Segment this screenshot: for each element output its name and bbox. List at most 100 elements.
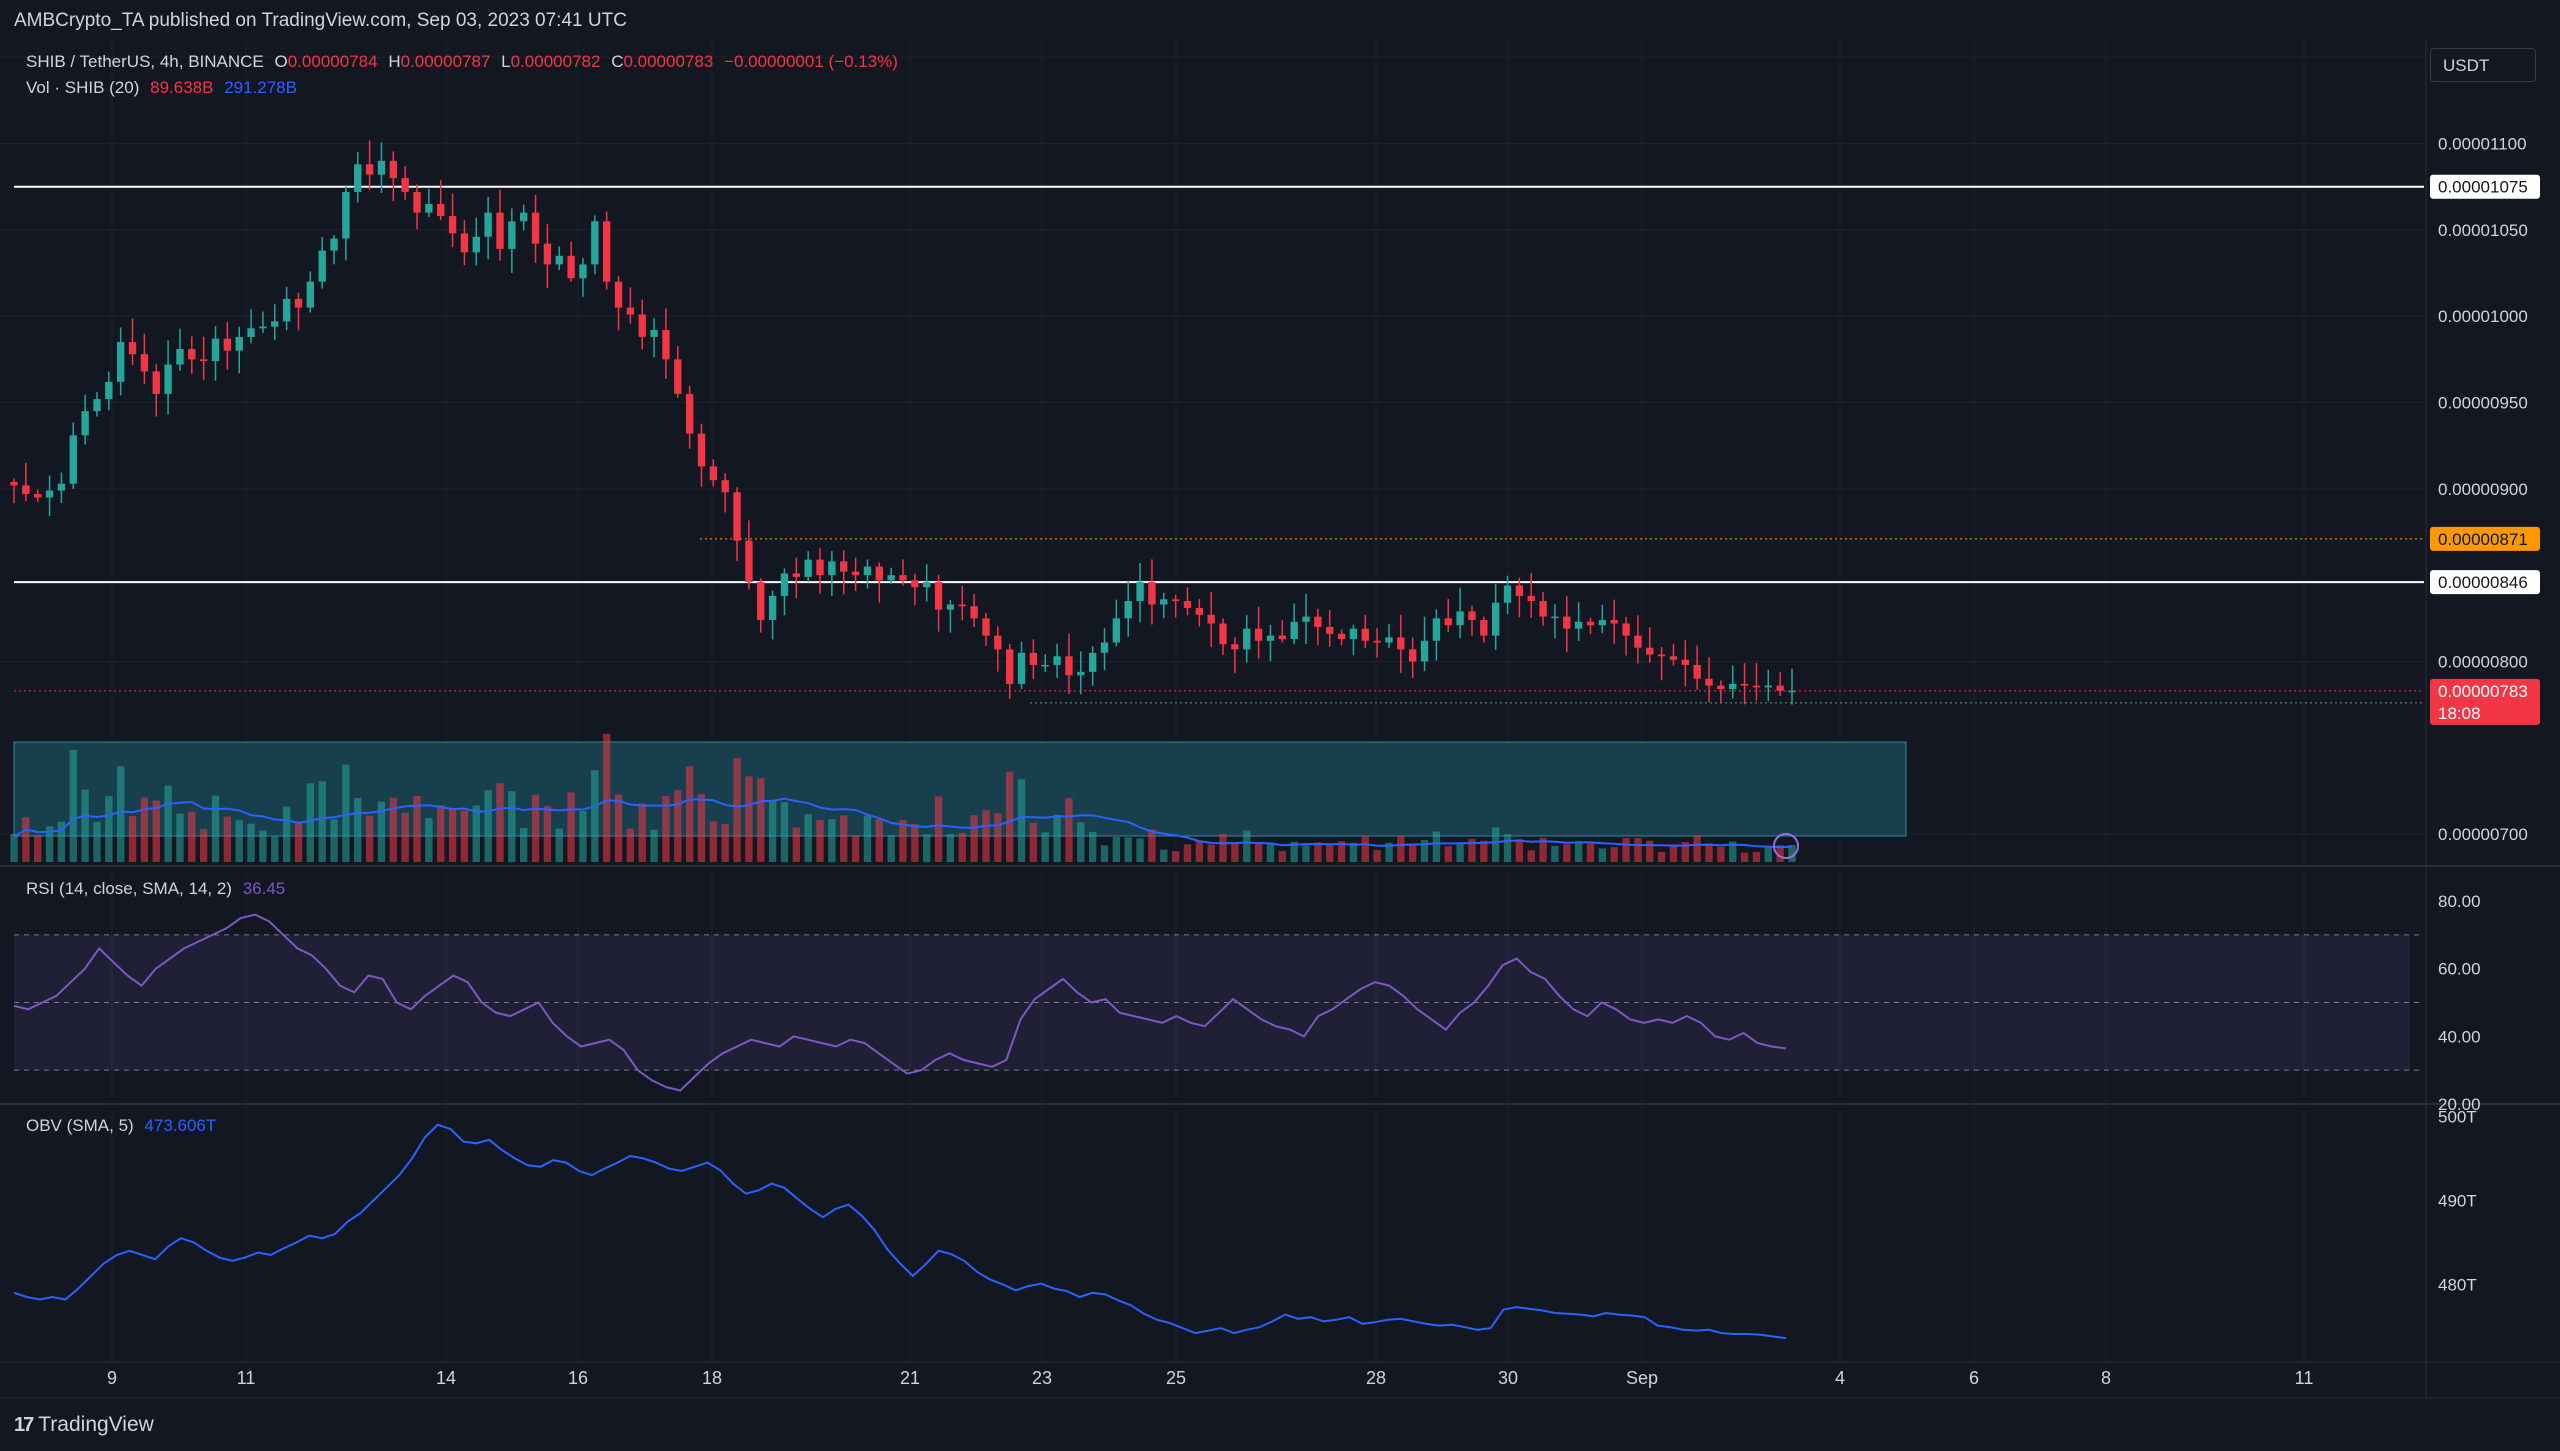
volume-bar [970,815,978,862]
published-text: AMBCrypto_TA published on TradingView.co… [14,10,627,31]
currency-button[interactable]: USDT [2430,48,2536,82]
rsi-line [13,913,1787,1092]
symbol-legend: SHIB / TetherUS, 4h, BINANCE O0.00000784… [26,52,904,72]
volume-bar [863,815,872,862]
volume-bar [247,823,255,862]
obv-label[interactable]: OBV (SMA, 5) [26,1116,134,1135]
time-axis-tick: 6 [1969,1368,1979,1388]
price-label-text: 0.00000871 [2438,530,2528,549]
candle-body [1551,616,1559,619]
volume-bar [1456,842,1464,862]
candle-body [247,328,255,337]
rsi-axis-tick: 80.00 [2438,892,2481,911]
volume-bar [1397,836,1405,862]
volume-bar [1136,838,1144,862]
time-axis-tick: 21 [900,1368,920,1388]
rsi-axis-tick: 40.00 [2438,1027,2481,1046]
ohlc-open: O0.00000784 [274,52,378,71]
volume-bar [994,813,1002,862]
candle-body [448,216,457,234]
volume-bar [211,795,220,862]
candle-body [614,281,623,308]
candle-body [1729,683,1737,690]
volume-bar [614,794,623,862]
candle-body [721,480,729,493]
candle-body [1029,652,1038,665]
volume-bar [496,783,504,862]
time-axis-tick: 8 [2101,1368,2111,1388]
rsi-legend: RSI (14, close, SMA, 14, 2) 36.45 [26,879,291,899]
time-axis-tick: 18 [702,1368,722,1388]
volume-bar [294,821,303,862]
candle-body [1041,664,1049,667]
volume-bar [1231,843,1239,862]
candle-body [1290,621,1298,640]
candle-body [57,483,66,491]
candle-body [804,559,812,577]
volume-bar [674,790,682,862]
symbol-name[interactable]: SHIB / TetherUS, 4h, BINANCE [26,52,264,71]
volume-bar [1183,844,1192,862]
candle-body [970,606,978,619]
rsi-label[interactable]: RSI (14, close, SMA, 14, 2) [26,879,232,898]
candle-body [1302,616,1310,622]
candle-body [1006,649,1014,684]
price-axis-tick: 0.00000900 [2438,480,2528,499]
candle-body [1278,635,1286,640]
candle-body [140,354,149,372]
volume-bar [69,749,77,862]
candle-body [318,250,326,282]
volume-bar [508,791,516,862]
candle-body [1610,620,1618,624]
volume-bar [1788,845,1796,862]
volume-bar [1385,842,1393,862]
candle-body [1183,601,1192,608]
candle-body [1468,611,1476,621]
volume-bar [602,733,611,862]
volume-bar [923,834,931,862]
volume-value: 89.638B [150,78,214,97]
tradingview-logo[interactable]: 17 TradingView [14,1413,154,1437]
volume-bar [1480,840,1488,862]
candle-body [1563,616,1571,629]
volume-bar [638,803,646,862]
candle-body [863,566,872,576]
candle-body [685,393,694,434]
volume-bar [389,797,397,862]
volume-bar [199,829,208,862]
volume-bar [1409,844,1417,862]
candle-body [1669,656,1678,660]
candle-body [1053,656,1061,665]
volume-demand-zone [13,741,1907,837]
candle-body [816,559,824,576]
volume-bar [1243,830,1251,862]
volume-bar [1717,846,1725,862]
obv-line [13,1123,1787,1340]
candle-body [1136,582,1144,602]
candle-body [1456,611,1464,626]
volume-bar [342,764,350,862]
rsi-axis-tick: 20.00 [2438,1095,2481,1114]
volume-bar [579,811,587,862]
volume-bar [282,806,291,862]
volume-bar [472,805,480,862]
candle-body [176,349,184,365]
volume-bar [1254,843,1263,862]
volume-bar [1598,848,1607,862]
candle-body [1657,654,1666,657]
volume-label[interactable]: Vol · SHIB (20) [26,78,140,97]
candle-body [662,330,670,360]
volume-ma-value: 291.278B [224,78,297,97]
volume-bar [543,806,552,862]
volume-bar [1657,851,1666,862]
candle-body [1705,678,1713,686]
candle-body [1195,607,1204,615]
candle-body [780,573,789,596]
candle-body [1420,640,1429,662]
candle-body [1100,642,1109,653]
volume-bar [899,820,907,862]
volume-bar [662,796,670,862]
volume-bar [425,817,433,862]
candle-body [1231,644,1239,650]
